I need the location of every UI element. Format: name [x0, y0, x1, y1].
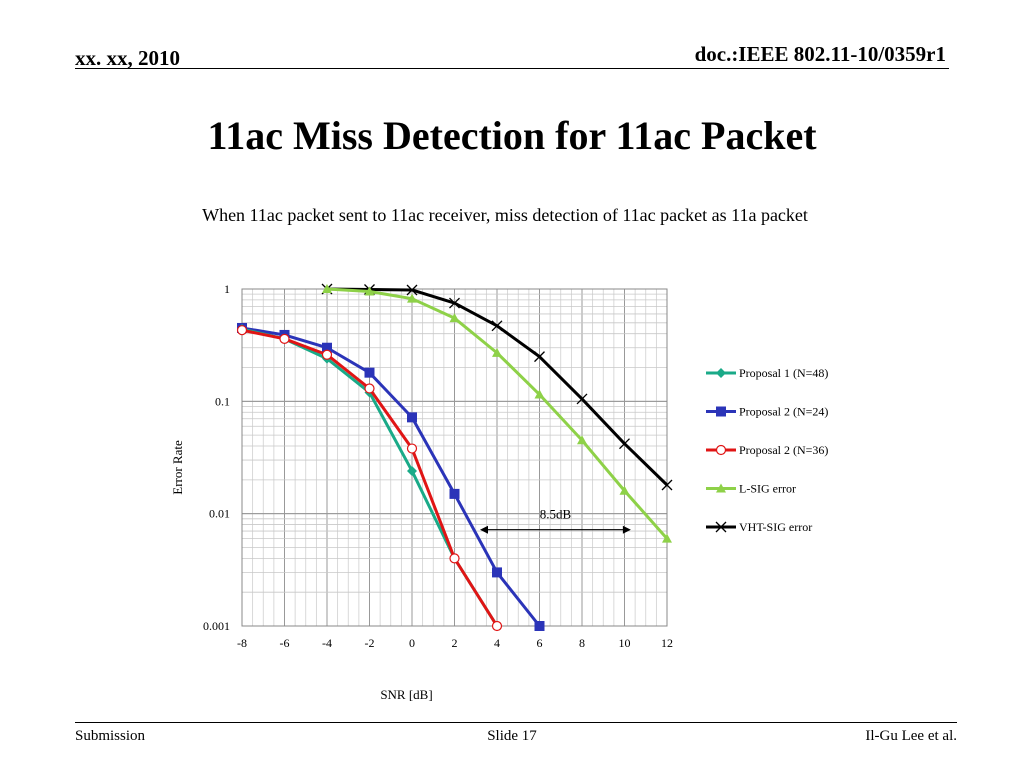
data-point	[322, 342, 332, 353]
legend-label: L-SIG error	[739, 482, 796, 496]
plot-frame	[241, 288, 668, 627]
annotation-arrow-head-right	[622, 525, 631, 534]
annotation-label: 8.5dB	[540, 507, 572, 522]
footer-slide-number: Slide 17	[487, 728, 537, 744]
series-l-sig-error	[322, 284, 672, 543]
legend-swatch-marker	[716, 406, 726, 417]
data-point	[406, 443, 418, 454]
x-tick-label: 6	[537, 636, 543, 650]
data-point	[407, 465, 417, 476]
data-point	[449, 313, 460, 323]
legend-label: VHT-SIG error	[739, 520, 812, 534]
slide-subtitle: When 11ac packet sent to 11ac receiver, …	[202, 205, 808, 225]
legend-swatch-marker	[715, 521, 727, 533]
data-point	[492, 347, 502, 357]
y-tick-label: 0.001	[203, 619, 230, 633]
legend-swatch-marker	[716, 368, 726, 378]
y-tick-label: 0.1	[215, 394, 230, 408]
header-doc-id: doc.:IEEE 802.11-10/0359r1	[694, 42, 946, 66]
data-point	[449, 488, 460, 499]
legend-item: Proposal 2 (N=36)	[706, 443, 828, 457]
plot-grid	[241, 288, 668, 627]
x-tick-label: 10	[619, 636, 631, 650]
annotation-arrow-head-left	[480, 525, 488, 534]
x-tick-label: 2	[452, 636, 458, 650]
data-point	[576, 393, 588, 405]
data-point	[534, 389, 545, 399]
data-point	[449, 553, 460, 564]
y-axis-title: Error Rate	[170, 440, 185, 495]
annotation-8-5db: 8.5dB	[480, 507, 631, 534]
y-tick-label: 0.01	[209, 507, 230, 521]
data-point	[491, 320, 503, 332]
data-point	[619, 485, 630, 495]
data-point	[322, 284, 332, 293]
legend-swatch-marker	[715, 444, 727, 456]
data-point	[364, 367, 375, 378]
series-proposal-2-n-36	[236, 325, 503, 632]
data-point	[407, 412, 417, 423]
x-tick-label: 12	[661, 636, 673, 650]
data-point	[321, 349, 333, 360]
header-divider	[75, 68, 949, 69]
x-tick-label: 0	[409, 636, 415, 650]
legend-swatch-marker	[716, 483, 726, 493]
data-point	[534, 351, 545, 363]
x-tick-label: 8	[579, 636, 585, 650]
data-point	[619, 438, 630, 450]
x-tick-label: -6	[280, 636, 290, 650]
x-axis-title: SNR [dB]	[380, 687, 432, 702]
legend-item: L-SIG error	[706, 482, 796, 496]
slide-title: 11ac Miss Detection for 11ac Packet	[207, 113, 817, 158]
y-tick-label: 1	[224, 282, 230, 296]
data-point	[449, 297, 460, 309]
legend: Proposal 1 (N=48) Proposal 2 (N=24) Propos…	[706, 366, 828, 534]
x-tick-label: -4	[322, 636, 332, 650]
data-point	[364, 286, 375, 296]
data-point	[406, 284, 418, 296]
x-tick-label: 4	[494, 636, 500, 650]
legend-label: Proposal 1 (N=48)	[739, 366, 828, 380]
data-point	[492, 567, 502, 578]
data-point	[534, 621, 545, 631]
series-line	[241, 326, 541, 627]
legend-label: Proposal 2 (N=36)	[739, 443, 828, 457]
legend-item: VHT-SIG error	[706, 520, 812, 534]
footer-divider	[75, 722, 957, 723]
data-point	[364, 383, 375, 394]
data-point	[407, 293, 417, 303]
legend-item: Proposal 2 (N=24)	[706, 405, 828, 419]
data-point	[662, 533, 672, 543]
header-date: xx. xx, 2010	[75, 46, 180, 70]
footer-author: Il-Gu Lee et al.	[865, 728, 957, 744]
legend-item: Proposal 1 (N=48)	[706, 366, 828, 380]
x-tick-label: -8	[237, 636, 247, 650]
data-point	[279, 333, 290, 344]
footer-submission: Submission	[75, 728, 146, 744]
data-point	[236, 325, 248, 336]
data-point	[661, 479, 673, 491]
legend-label: Proposal 2 (N=24)	[739, 405, 828, 419]
data-point	[491, 620, 503, 632]
data-point	[577, 435, 587, 445]
x-tick-label: -2	[365, 636, 375, 650]
